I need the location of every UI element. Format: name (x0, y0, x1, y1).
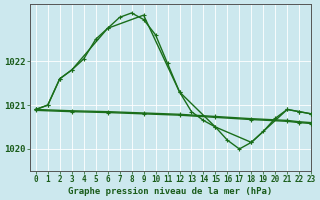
X-axis label: Graphe pression niveau de la mer (hPa): Graphe pression niveau de la mer (hPa) (68, 187, 273, 196)
